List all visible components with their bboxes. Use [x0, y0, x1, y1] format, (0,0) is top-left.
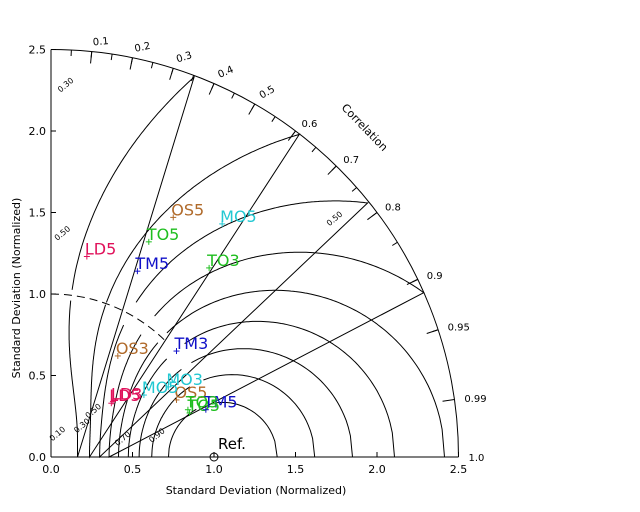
y-tick-label: 1.5 — [29, 207, 47, 220]
y-tick-label: 1.0 — [29, 288, 47, 301]
point-label: TO5 — [187, 396, 221, 415]
correlation-minor-tick — [90, 51, 93, 58]
skill-contour-label: 0.70 — [113, 430, 132, 448]
skill-contour-label: 0.50 — [53, 224, 72, 242]
axis-ticks: 0.00.0 0.5 0.5 1.0 1.0 1.5 1.5 2.0 2.0 2.5 2.5 0.1 0… — [29, 36, 487, 476]
reference-std-arc — [50, 293, 167, 343]
point-label: LD3 — [111, 385, 142, 404]
skill-contour — [89, 133, 301, 459]
correlation-minor-tick — [271, 116, 276, 122]
skill-contour-label: 0.50 — [325, 210, 344, 228]
point-label: TM5 — [134, 254, 169, 273]
correlation-arc-label: Correlation — [339, 101, 391, 154]
correlation-minor-tick — [412, 278, 418, 283]
chart-frame — [50, 49, 459, 458]
correlation-tick-label: 0.5 — [258, 84, 277, 101]
correlation-minor-tick — [371, 212, 378, 217]
y-axis-label: Standard Deviation (Normalized) — [10, 198, 23, 379]
correlation-tick-label: 0.95 — [448, 323, 470, 334]
correlation-minor-tick — [311, 147, 317, 153]
correlation-minor-tick — [231, 92, 235, 99]
correlation-minor-tick — [251, 103, 256, 110]
outer-arc — [50, 49, 459, 458]
correlation-minor-tick — [432, 329, 439, 333]
x-tick-label: 0.0 — [42, 463, 60, 476]
point-label: OS5 — [175, 383, 208, 402]
point-label: LD5 — [85, 240, 116, 259]
correlation-minor-tick — [392, 241, 398, 246]
correlation-tick-label: 0.99 — [464, 394, 486, 405]
skill-contour-label: 0.50 — [84, 402, 103, 420]
reference-label: Ref. — [218, 435, 246, 453]
point-label: MO5 — [142, 378, 179, 397]
point-label: MO3 — [166, 370, 203, 389]
point-label: TM5 — [203, 393, 238, 412]
y-tick-label: 2.5 — [29, 44, 47, 57]
correlation-tick-label: 0.4 — [216, 64, 235, 80]
correlation-tick-label: 0.3 — [175, 50, 193, 65]
correlation-tick-label: 0.9 — [427, 271, 443, 282]
point-label: MO5 — [220, 207, 257, 226]
y-tick-label: 0.5 — [29, 370, 47, 383]
correlation-minor-tick — [110, 54, 113, 61]
x-tick-label: 2.0 — [368, 463, 386, 476]
correlation-tick-label: 0.7 — [343, 155, 359, 166]
correlation-minor-tick — [191, 75, 195, 82]
correlation-minor-tick — [211, 83, 215, 90]
x-tick-label: 1.0 — [205, 463, 223, 476]
skill-contour-label: 0.90 — [147, 426, 166, 444]
correlation-minor-tick — [150, 62, 154, 69]
point-label: TO3 — [206, 251, 240, 270]
x-tick-label: 0.5 — [124, 463, 142, 476]
x-axis-label: Standard Deviation (Normalized) — [166, 484, 347, 497]
correlation-minor-tick — [331, 165, 337, 171]
x-tick-label: 2.5 — [450, 463, 468, 476]
point-label: TO5 — [146, 225, 180, 244]
reference-point — [209, 452, 219, 462]
correlation-tick-label: 0.2 — [134, 41, 152, 55]
correlation-minor-tick — [351, 187, 357, 192]
correlation-tick — [442, 399, 455, 402]
correlation-tick-label: 0.6 — [302, 119, 318, 130]
skill-contour-label: 0.30 — [56, 76, 75, 94]
correlation-minor-tick — [170, 68, 174, 75]
correlation-minor-tick — [130, 57, 133, 64]
point-label: OS3 — [116, 339, 149, 358]
point-label: TO3 — [185, 393, 219, 412]
skill-contour — [68, 75, 196, 458]
point-label: LD5 — [109, 386, 140, 405]
skill-contour — [99, 200, 369, 459]
correlation-minor-tick — [291, 130, 296, 137]
y-tick-label: 2.0 — [29, 125, 47, 138]
skill-contour — [108, 251, 425, 458]
point-label: TM3 — [174, 334, 209, 353]
point-label: OS5 — [171, 200, 204, 219]
correlation-tick-label: 0.8 — [385, 203, 401, 214]
y-tick-label: 0.0 — [29, 451, 47, 464]
correlation-tick-label: 0.1 — [92, 36, 109, 49]
skill-contours: 0.10 0.300.500.70 0.900.300.500.50 — [48, 75, 446, 459]
x-tick-label: 1.5 — [287, 463, 305, 476]
correlation-tick-label: 1.0 — [469, 453, 485, 464]
